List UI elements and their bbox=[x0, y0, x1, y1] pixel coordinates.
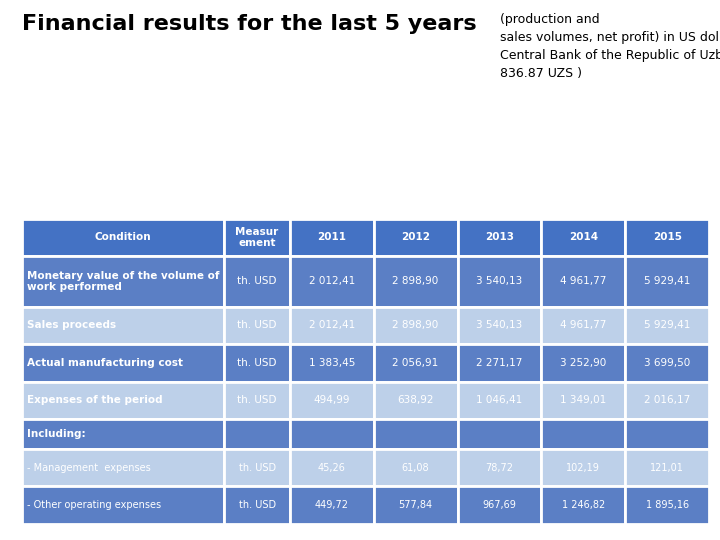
Text: 3 540,13: 3 540,13 bbox=[477, 320, 523, 330]
Text: 2015: 2015 bbox=[653, 232, 682, 242]
Text: 4 961,77: 4 961,77 bbox=[560, 320, 606, 330]
Text: - Other operating expenses: - Other operating expenses bbox=[27, 500, 161, 510]
Text: 121,01: 121,01 bbox=[650, 463, 684, 472]
Text: Financial results for the last 5 years: Financial results for the last 5 years bbox=[22, 14, 476, 33]
Text: 3 252,90: 3 252,90 bbox=[560, 358, 606, 368]
Text: 5 929,41: 5 929,41 bbox=[644, 320, 690, 330]
Text: Actual manufacturing cost: Actual manufacturing cost bbox=[27, 358, 183, 368]
Text: 2013: 2013 bbox=[485, 232, 514, 242]
Text: 2 056,91: 2 056,91 bbox=[392, 358, 438, 368]
Text: 1 383,45: 1 383,45 bbox=[309, 358, 355, 368]
Text: th. USD: th. USD bbox=[238, 500, 276, 510]
Text: Monetary value of the volume of
work performed: Monetary value of the volume of work per… bbox=[27, 271, 219, 292]
Text: 3 540,13: 3 540,13 bbox=[477, 276, 523, 286]
Text: - Management  expenses: - Management expenses bbox=[27, 463, 150, 472]
Text: 577,84: 577,84 bbox=[399, 500, 433, 510]
Text: 4 961,77: 4 961,77 bbox=[560, 276, 606, 286]
Text: th. USD: th. USD bbox=[238, 276, 277, 286]
Text: 45,26: 45,26 bbox=[318, 463, 346, 472]
Text: 2012: 2012 bbox=[401, 232, 430, 242]
Text: 494,99: 494,99 bbox=[313, 395, 350, 405]
Text: 102,19: 102,19 bbox=[567, 463, 600, 472]
Text: 967,69: 967,69 bbox=[482, 500, 516, 510]
Text: (production and
sales volumes, net profit) in US dollars (at the exchange rate o: (production and sales volumes, net profi… bbox=[500, 14, 720, 80]
Text: 1 349,01: 1 349,01 bbox=[560, 395, 606, 405]
Text: 78,72: 78,72 bbox=[485, 463, 513, 472]
Text: 2 898,90: 2 898,90 bbox=[392, 320, 438, 330]
Text: th. USD: th. USD bbox=[238, 358, 277, 368]
Text: 1 046,41: 1 046,41 bbox=[477, 395, 523, 405]
Text: 5 929,41: 5 929,41 bbox=[644, 276, 690, 286]
Text: th. USD: th. USD bbox=[238, 320, 277, 330]
Text: 2014: 2014 bbox=[569, 232, 598, 242]
Text: th. USD: th. USD bbox=[238, 463, 276, 472]
Text: 2 016,17: 2 016,17 bbox=[644, 395, 690, 405]
Text: Including:: Including: bbox=[27, 429, 85, 439]
Text: 1 246,82: 1 246,82 bbox=[562, 500, 605, 510]
Text: Sales proceeds: Sales proceeds bbox=[27, 320, 116, 330]
Text: 1 895,16: 1 895,16 bbox=[646, 500, 689, 510]
Text: 2 898,90: 2 898,90 bbox=[392, 276, 438, 286]
Text: 2011: 2011 bbox=[318, 232, 346, 242]
Text: 449,72: 449,72 bbox=[315, 500, 348, 510]
Text: Expenses of the period: Expenses of the period bbox=[27, 395, 162, 405]
Text: 638,92: 638,92 bbox=[397, 395, 434, 405]
Text: th. USD: th. USD bbox=[238, 395, 277, 405]
Text: 3 699,50: 3 699,50 bbox=[644, 358, 690, 368]
Text: Measur
ement: Measur ement bbox=[235, 227, 279, 248]
Text: 2 012,41: 2 012,41 bbox=[309, 320, 355, 330]
Text: 2 271,17: 2 271,17 bbox=[477, 358, 523, 368]
Text: 2 012,41: 2 012,41 bbox=[309, 276, 355, 286]
Text: 61,08: 61,08 bbox=[402, 463, 429, 472]
Text: Condition: Condition bbox=[95, 232, 151, 242]
